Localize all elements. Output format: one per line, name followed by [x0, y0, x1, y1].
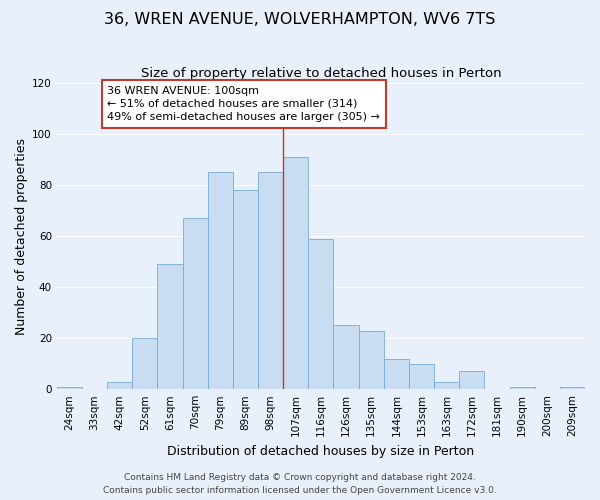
Bar: [283, 157, 308, 389]
Bar: [509, 386, 535, 389]
X-axis label: Distribution of detached houses by size in Perton: Distribution of detached houses by size …: [167, 444, 475, 458]
Text: 36 WREN AVENUE: 100sqm
← 51% of detached houses are smaller (314)
49% of semi-de: 36 WREN AVENUE: 100sqm ← 51% of detached…: [107, 86, 380, 122]
Bar: [258, 172, 283, 389]
Text: 36, WREN AVENUE, WOLVERHAMPTON, WV6 7TS: 36, WREN AVENUE, WOLVERHAMPTON, WV6 7TS: [104, 12, 496, 28]
Text: Contains HM Land Registry data © Crown copyright and database right 2024.
Contai: Contains HM Land Registry data © Crown c…: [103, 474, 497, 495]
Bar: [57, 386, 82, 389]
Bar: [434, 382, 459, 389]
Bar: [182, 218, 208, 389]
Bar: [208, 172, 233, 389]
Bar: [359, 330, 384, 389]
Bar: [409, 364, 434, 389]
Bar: [334, 326, 359, 389]
Bar: [384, 358, 409, 389]
Bar: [233, 190, 258, 389]
Bar: [107, 382, 132, 389]
Title: Size of property relative to detached houses in Perton: Size of property relative to detached ho…: [140, 68, 501, 80]
Bar: [308, 238, 334, 389]
Y-axis label: Number of detached properties: Number of detached properties: [15, 138, 28, 334]
Bar: [132, 338, 157, 389]
Bar: [157, 264, 182, 389]
Bar: [560, 386, 585, 389]
Bar: [459, 372, 484, 389]
